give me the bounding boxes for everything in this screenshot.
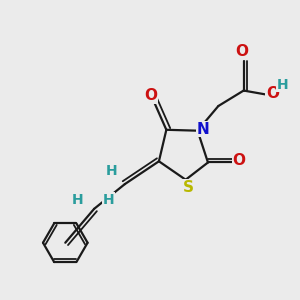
- Text: H: H: [106, 164, 117, 178]
- Text: O: O: [144, 88, 157, 104]
- Text: S: S: [182, 180, 194, 195]
- Text: O: O: [233, 154, 246, 169]
- Text: H: H: [72, 193, 84, 207]
- Text: O: O: [266, 86, 279, 101]
- Text: H: H: [277, 78, 288, 92]
- Text: O: O: [236, 44, 249, 59]
- Text: N: N: [196, 122, 209, 137]
- Text: H: H: [103, 193, 114, 207]
